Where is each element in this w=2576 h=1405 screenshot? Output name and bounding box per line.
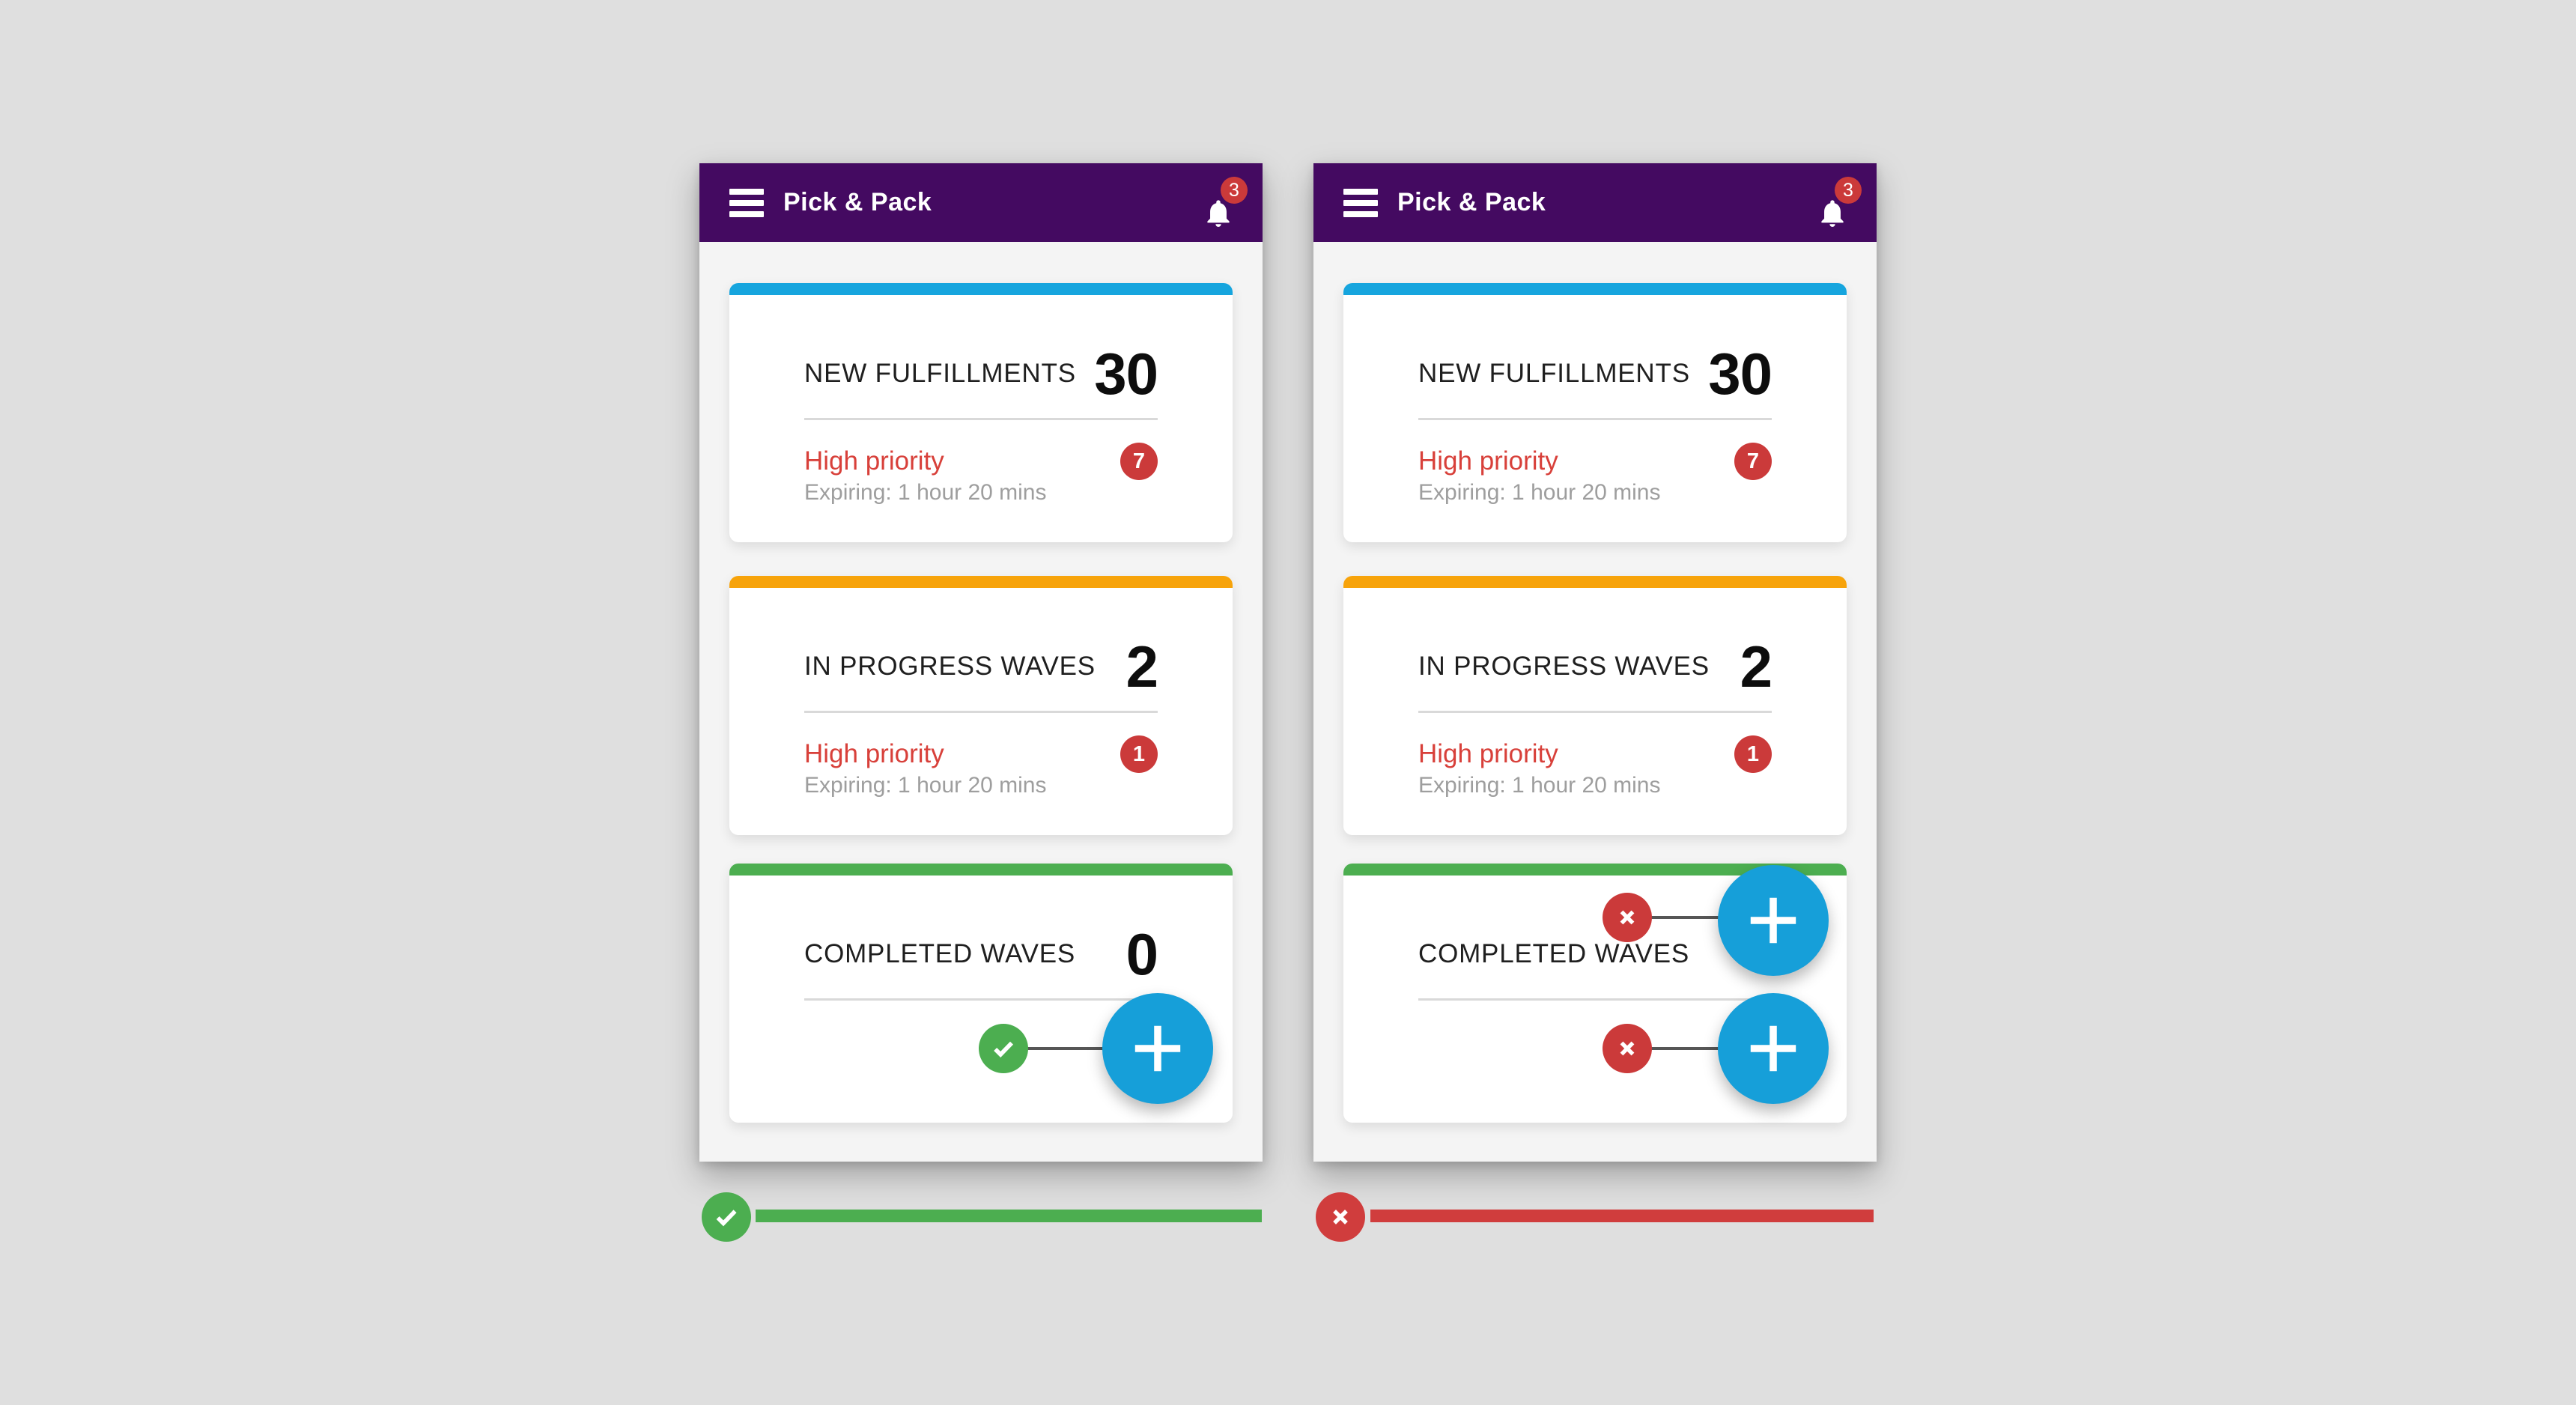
card-completed-waves[interactable]: COMPLETED WAVES xyxy=(1343,864,1847,1123)
card-title: NEW FULFILLMENTS xyxy=(804,359,1076,388)
expiry-note: Expiring: 1 hour 20 mins xyxy=(1418,773,1661,798)
card-title: IN PROGRESS WAVES xyxy=(1418,652,1710,681)
card-value: 30 xyxy=(1708,340,1772,407)
card-in-progress-waves[interactable]: IN PROGRESS WAVES 2 High priority 1 Expi… xyxy=(729,576,1233,835)
divider xyxy=(804,418,1158,420)
menu-icon[interactable] xyxy=(1343,189,1378,217)
correct-underline-bar xyxy=(756,1210,1262,1222)
card-title: IN PROGRESS WAVES xyxy=(804,652,1096,681)
annotation-connector-line xyxy=(1627,916,1773,919)
priority-label: High priority xyxy=(1418,446,1558,476)
check-icon xyxy=(979,1024,1028,1073)
add-wave-fab[interactable] xyxy=(1102,993,1213,1104)
priority-label: High priority xyxy=(1418,739,1558,768)
card-value: 30 xyxy=(1094,340,1158,407)
add-wave-fab-top[interactable] xyxy=(1718,865,1829,976)
check-icon xyxy=(702,1192,751,1242)
menu-icon[interactable] xyxy=(729,189,764,217)
card-title: NEW FULFILLMENTS xyxy=(1418,359,1690,388)
bell-icon xyxy=(1207,200,1230,227)
plus-icon xyxy=(1750,1025,1796,1072)
priority-label: High priority xyxy=(804,446,944,476)
cross-icon xyxy=(1603,893,1652,942)
cross-icon xyxy=(1603,1024,1652,1073)
card-new-fulfillments[interactable]: NEW FULFILLMENTS 30 High priority 7 Expi… xyxy=(729,283,1233,542)
divider xyxy=(1418,998,1772,1001)
annotation-connector-line xyxy=(1627,1047,1773,1050)
card-value: 0 xyxy=(1126,920,1158,987)
add-wave-fab-bottom[interactable] xyxy=(1718,993,1829,1104)
bell-icon xyxy=(1821,200,1844,227)
notifications-button[interactable]: 3 xyxy=(1203,175,1248,234)
card-value: 2 xyxy=(1126,633,1158,700)
plus-icon xyxy=(1750,897,1796,944)
dashboard: NEW FULFILLMENTS 30 High priority 7 Expi… xyxy=(699,283,1263,1123)
priority-count-badge: 7 xyxy=(1734,443,1772,480)
card-accent-bar xyxy=(729,864,1233,876)
app-bar: Pick & Pack 3 xyxy=(699,163,1263,242)
card-completed-waves[interactable]: COMPLETED WAVES 0 xyxy=(729,864,1233,1123)
priority-count-badge: 1 xyxy=(1120,735,1158,773)
card-title-row: NEW FULFILLMENTS 30 xyxy=(804,330,1158,418)
divider xyxy=(1418,711,1772,713)
priority-count-badge: 1 xyxy=(1734,735,1772,773)
notification-count-badge: 3 xyxy=(1835,177,1862,204)
priority-row: High priority 7 xyxy=(804,443,1158,480)
priority-label: High priority xyxy=(804,739,944,768)
card-title-row: COMPLETED WAVES 0 xyxy=(804,910,1158,998)
divider xyxy=(804,711,1158,713)
expiry-note: Expiring: 1 hour 20 mins xyxy=(1418,480,1661,505)
card-title-row: IN PROGRESS WAVES 2 xyxy=(804,622,1158,711)
card-accent-bar xyxy=(1343,864,1847,876)
notifications-button[interactable]: 3 xyxy=(1817,175,1862,234)
priority-row: High priority 1 xyxy=(1418,735,1772,773)
annotation-connector-line xyxy=(1003,1047,1158,1050)
card-new-fulfillments[interactable]: NEW FULFILLMENTS 30 High priority 7 Expi… xyxy=(1343,283,1847,542)
priority-row: High priority 1 xyxy=(804,735,1158,773)
card-accent-bar xyxy=(729,283,1233,295)
card-title-row: IN PROGRESS WAVES 2 xyxy=(1418,622,1772,711)
phone-mockup-correct: Pick & Pack 3 NEW FULFILLMENTS 30 High p… xyxy=(699,163,1263,1162)
card-title: COMPLETED WAVES xyxy=(1418,939,1690,968)
expiry-note: Expiring: 1 hour 20 mins xyxy=(804,480,1047,505)
card-value: 2 xyxy=(1740,633,1772,700)
card-accent-bar xyxy=(1343,283,1847,295)
app-title: Pick & Pack xyxy=(1397,188,1546,216)
card-in-progress-waves[interactable]: IN PROGRESS WAVES 2 High priority 1 Expi… xyxy=(1343,576,1847,835)
expiry-note: Expiring: 1 hour 20 mins xyxy=(804,773,1047,798)
card-title: COMPLETED WAVES xyxy=(804,939,1076,968)
divider xyxy=(1418,418,1772,420)
plus-icon xyxy=(1134,1025,1181,1072)
phone-mockup-incorrect: Pick & Pack 3 NEW FULFILLMENTS 30 High p… xyxy=(1313,163,1877,1162)
app-bar: Pick & Pack 3 xyxy=(1313,163,1877,242)
cross-icon xyxy=(1316,1192,1365,1242)
card-title-row: COMPLETED WAVES xyxy=(1418,910,1772,998)
card-title-row: NEW FULFILLMENTS 30 xyxy=(1418,330,1772,418)
priority-count-badge: 7 xyxy=(1120,443,1158,480)
card-accent-bar xyxy=(1343,576,1847,588)
priority-row: High priority 7 xyxy=(1418,443,1772,480)
notification-count-badge: 3 xyxy=(1221,177,1248,204)
card-accent-bar xyxy=(729,576,1233,588)
dashboard: NEW FULFILLMENTS 30 High priority 7 Expi… xyxy=(1313,283,1877,1123)
incorrect-underline-bar xyxy=(1370,1210,1874,1222)
divider xyxy=(804,998,1158,1001)
app-title: Pick & Pack xyxy=(783,188,932,216)
